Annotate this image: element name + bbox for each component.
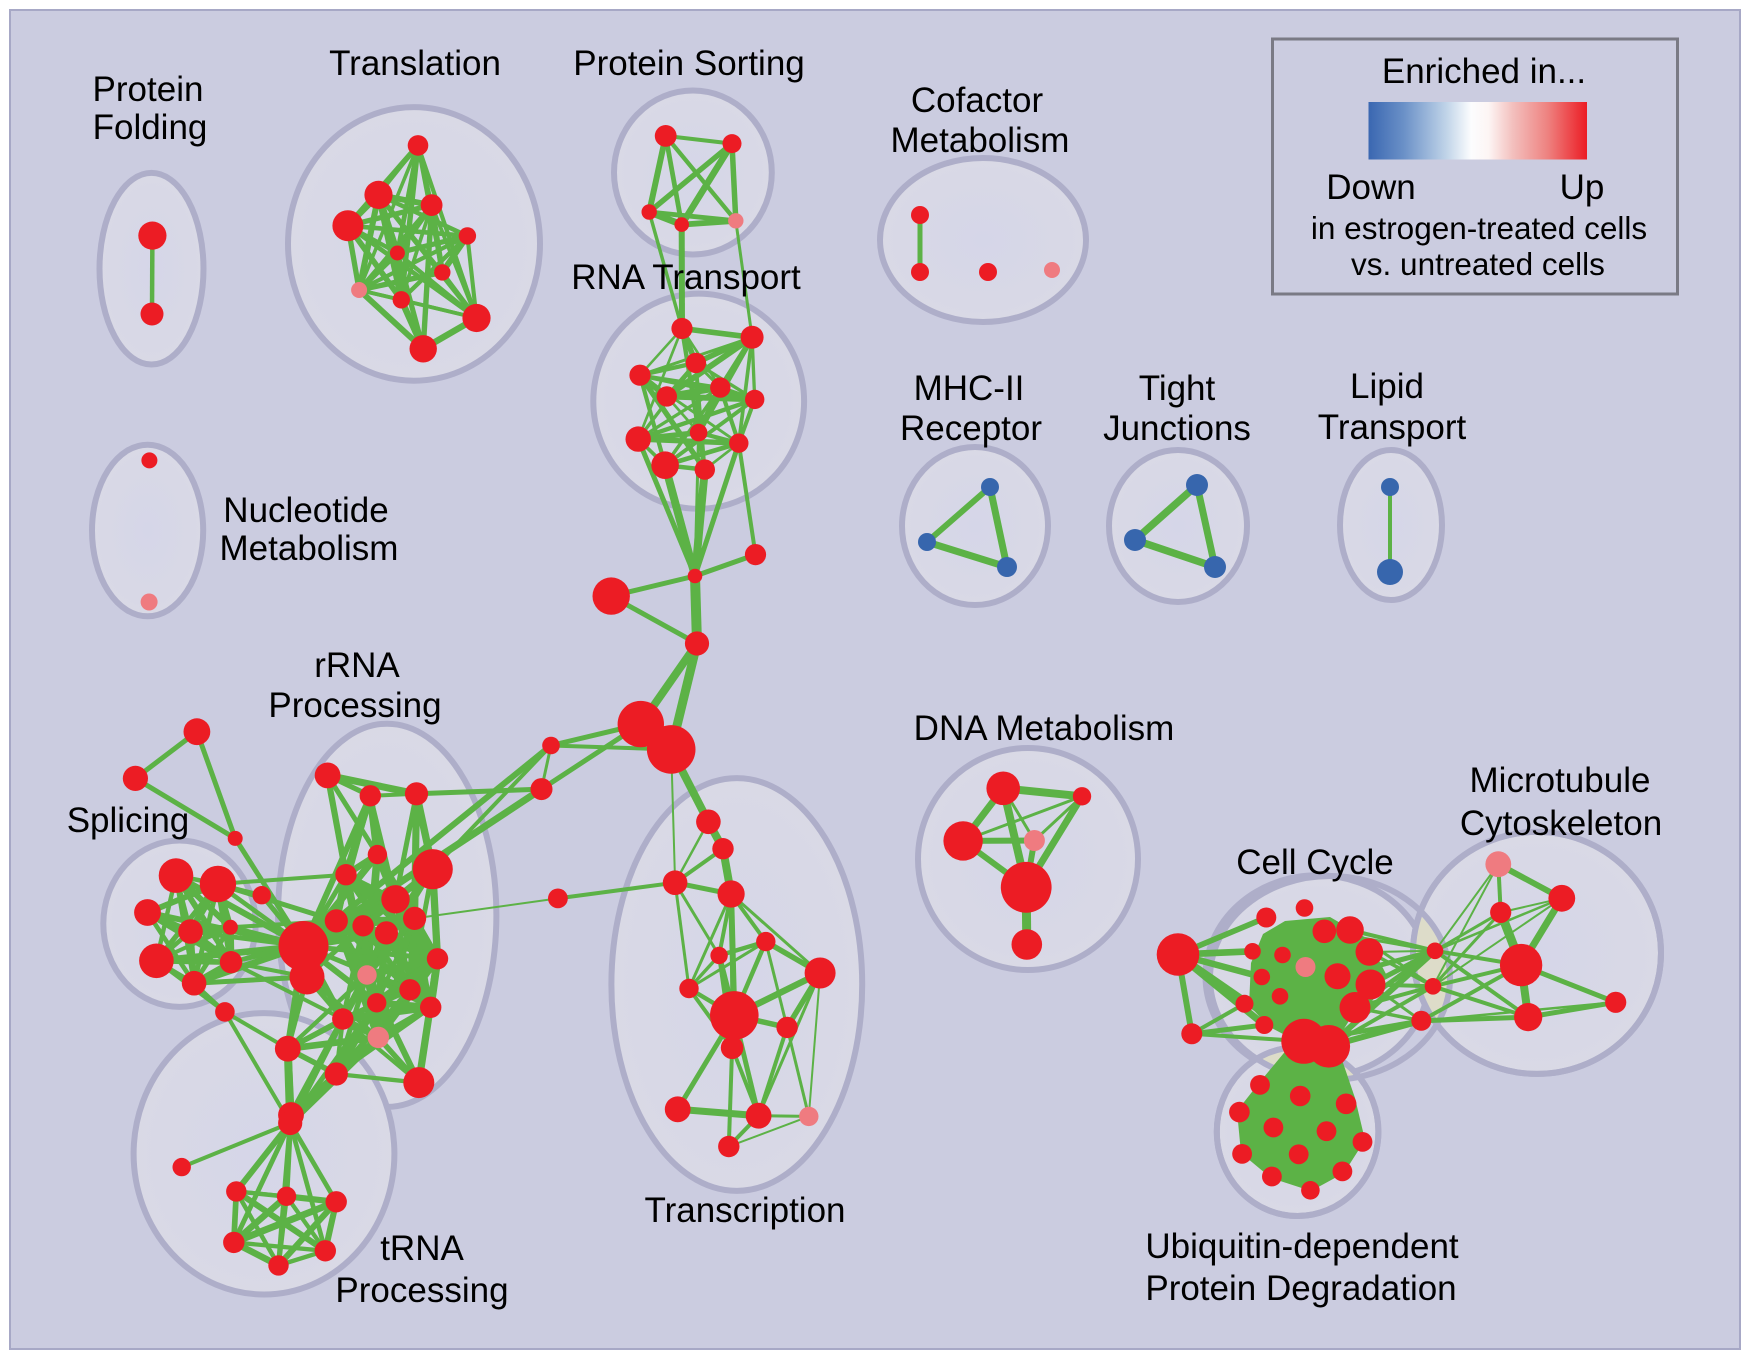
svg-text:Lipid: Lipid [1350,367,1424,406]
svg-text:Transcription: Transcription [645,1191,846,1230]
svg-text:MHC-II: MHC-II [914,369,1025,408]
svg-text:Down: Down [1326,168,1415,207]
svg-text:Metabolism: Metabolism [891,121,1070,160]
svg-text:Translation: Translation [329,44,501,83]
svg-text:Enriched in...: Enriched in... [1382,52,1586,91]
svg-text:Transport: Transport [1318,408,1467,447]
svg-text:RNA Transport: RNA Transport [571,258,801,297]
svg-text:Splicing: Splicing [67,801,190,840]
svg-text:Microtubule: Microtubule [1470,761,1651,800]
svg-text:rRNA: rRNA [314,646,400,685]
svg-text:Cytoskeleton: Cytoskeleton [1460,804,1662,843]
svg-text:Tight: Tight [1139,369,1216,408]
svg-text:Up: Up [1560,168,1605,207]
svg-text:Folding: Folding [93,108,208,147]
svg-text:Protein: Protein [93,70,204,109]
svg-text:Processing: Processing [268,686,441,725]
svg-text:Protein Sorting: Protein Sorting [573,44,805,83]
svg-text:Nucleotide: Nucleotide [223,491,388,530]
svg-text:Cell Cycle: Cell Cycle [1236,843,1394,882]
svg-text:Junctions: Junctions [1103,409,1251,448]
svg-text:Receptor: Receptor [900,409,1042,448]
svg-text:DNA Metabolism: DNA Metabolism [914,709,1175,748]
svg-text:in estrogen-treated cells: in estrogen-treated cells [1311,210,1647,246]
svg-text:Metabolism: Metabolism [220,529,399,568]
svg-text:Processing: Processing [335,1271,508,1310]
svg-text:Ubiquitin-dependent: Ubiquitin-dependent [1145,1227,1459,1266]
svg-text:tRNA: tRNA [380,1229,464,1268]
svg-text:Cofactor: Cofactor [911,81,1044,120]
svg-text:vs. untreated cells: vs. untreated cells [1351,246,1605,282]
svg-text:Protein Degradation: Protein Degradation [1145,1269,1456,1308]
